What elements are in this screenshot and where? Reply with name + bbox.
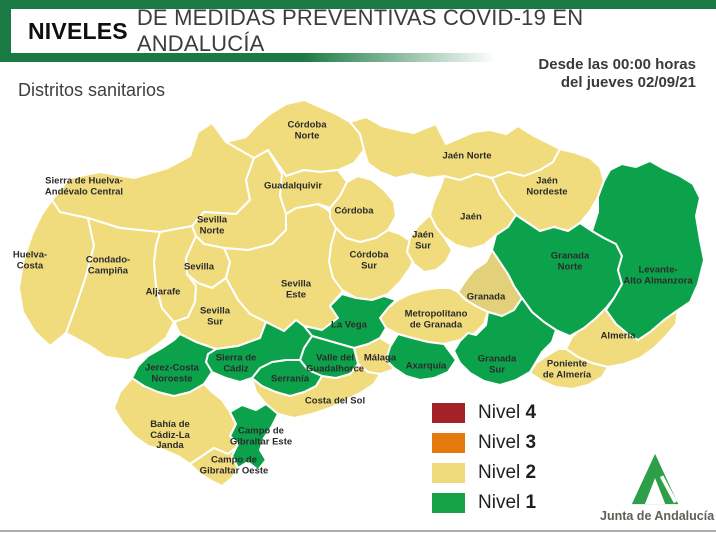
district-label-almeria: Almería — [600, 330, 636, 342]
district-label-cordoba-norte: Córdoba Norte — [287, 119, 327, 141]
legend: Nivel 4 Nivel 3 Nivel 2 Nivel 1 — [432, 402, 536, 514]
legend-label-nivel-1: Nivel 1 — [478, 492, 537, 513]
district-campo-gibraltar-este — [229, 403, 279, 471]
district-label-guadalquivir: Guadalquivir — [263, 180, 323, 192]
district-label-sierra-huelva-andevalo-central: Sierra de Huelva- Andévalo Central — [44, 175, 124, 197]
junta-de-andalucia-logo: Junta de Andalucía — [600, 450, 715, 523]
district-label-cordoba-sur: Córdoba Sur — [349, 249, 389, 271]
district-label-valle-guadalhorce: Valle del Guadalhorce — [305, 352, 365, 374]
effective-datetime: Desde las 00:00 horas del jueves 02/09/2… — [538, 56, 696, 92]
district-label-jaen-sur: Jaén Sur — [412, 229, 434, 251]
district-label-condado-campina: Condado- Campiña — [85, 254, 131, 276]
district-axarquia — [385, 333, 457, 381]
legend-row-nivel-2: Nivel 2 — [432, 462, 536, 484]
page-title: NIVELES DE MEDIDAS PREVENTIVAS COVID-19 … — [11, 5, 716, 56]
district-granada-sur — [453, 297, 557, 386]
header-top-bar — [0, 0, 716, 9]
legend-row-nivel-1: Nivel 1 — [432, 492, 536, 514]
district-label-sierra-cadiz: Sierra de Cádiz — [215, 352, 257, 374]
title-bold-part: NIVELES — [28, 17, 128, 44]
title-rest-part: DE MEDIDAS PREVENTIVAS COVID-19 EN ANDAL… — [136, 5, 584, 56]
district-label-jaen: Jaén — [460, 211, 482, 223]
district-jerez-costa-noroeste — [131, 333, 217, 397]
district-cordoba-sur — [328, 227, 417, 301]
legend-label-nivel-3: Nivel 3 — [478, 432, 537, 453]
district-jaen-sur — [406, 214, 453, 273]
footer-divider — [0, 530, 716, 532]
district-sierra-cadiz — [205, 319, 313, 383]
subtitle: Distritos sanitarios — [18, 80, 166, 100]
district-label-jaen-norte: Jaén Norte — [442, 150, 492, 162]
district-label-serrania: Serranía — [270, 373, 310, 385]
district-label-granada: Granada — [466, 291, 506, 303]
district-label-levante-alto-almanzora: Levante- Alto Almanzora — [623, 264, 693, 286]
district-label-jerez-costa-noroeste: Jerez-Costa Noroeste — [145, 362, 199, 384]
legend-label-nivel-2: Nivel 2 — [478, 462, 537, 483]
district-jaen-norte — [349, 116, 561, 181]
effective-datetime-line1: Desde las 00:00 horas — [538, 56, 696, 73]
legend-swatch-nivel-4 — [432, 403, 465, 423]
district-label-granada-norte: Granada Norte — [550, 250, 590, 272]
district-label-cordoba: Córdoba — [334, 205, 374, 217]
legend-swatch-nivel-3 — [432, 433, 465, 453]
district-label-jaen-nordeste: Jaén Nordeste — [526, 175, 568, 197]
district-label-sevilla-este: Sevilla Este — [280, 278, 312, 300]
district-granada-norte — [491, 214, 623, 337]
legend-label-nivel-4: Nivel 4 — [478, 402, 537, 423]
district-poniente-almeria — [529, 348, 609, 390]
district-label-huelva-costa: Huelva- Costa — [12, 249, 48, 271]
district-label-costa-del-sol: Costa del Sol — [304, 395, 366, 407]
district-label-bahia-cadiz-la-janda: Bahía de Cádiz-La Janda — [150, 419, 190, 452]
legend-swatch-nivel-2 — [432, 463, 465, 483]
district-label-la-vega: La Vega — [331, 319, 367, 331]
district-levante-alto-almanzora — [591, 160, 705, 341]
district-label-sevilla-sur: Sevilla Sur — [199, 305, 231, 327]
legend-row-nivel-3: Nivel 3 — [432, 432, 536, 454]
district-label-poniente-almeria: Poniente de Almería — [542, 358, 592, 380]
legend-row-nivel-4: Nivel 4 — [432, 402, 536, 424]
district-label-sevilla-norte: Sevilla Norte — [196, 214, 228, 236]
district-label-aljarafe: Aljarafe — [145, 286, 181, 298]
district-label-malaga: Málaga — [363, 352, 397, 364]
junta-logo-caption: Junta de Andalucía — [600, 509, 715, 523]
header-left-bar — [0, 0, 11, 62]
legend-swatch-nivel-1 — [432, 493, 465, 513]
district-label-campo-gibraltar-este: Campo de Gibraltar Este — [229, 425, 293, 447]
district-label-axarquia: Axarquía — [405, 360, 447, 372]
district-label-granada-sur: Granada Sur — [477, 353, 517, 375]
header-underline-bar — [11, 53, 496, 62]
district-jaen — [429, 173, 517, 250]
district-label-sevilla: Sevilla — [183, 261, 215, 273]
district-label-campo-gibraltar-oeste: Campo de Gibraltar Oeste — [199, 454, 269, 476]
district-label-metropolitano-granada: Metropolitano de Granada — [404, 308, 468, 330]
effective-datetime-line2: del jueves 02/09/21 — [560, 74, 696, 91]
junta-logo-a-icon — [631, 453, 679, 505]
